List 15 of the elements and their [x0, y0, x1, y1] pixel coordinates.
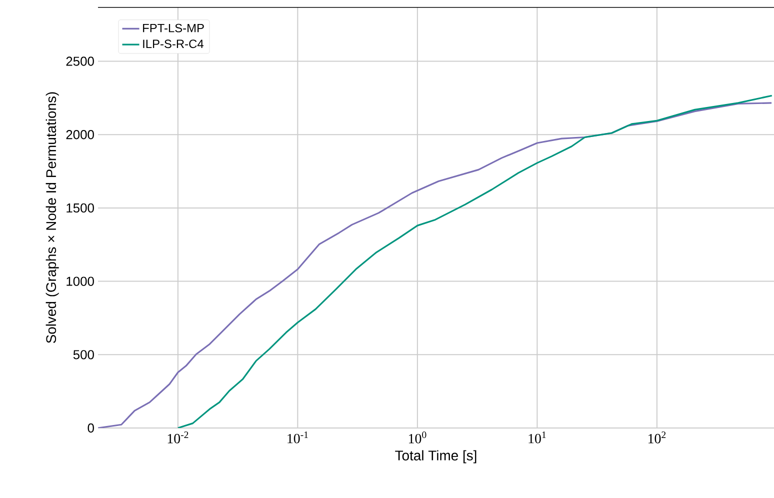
y-tick-label: 0	[88, 423, 94, 433]
y-tick-label: 1000	[66, 276, 94, 286]
x-tick-label: 10$^{-1}$	[288, 432, 308, 444]
x-tick-label: 10$^{1}$	[528, 432, 546, 444]
x-tick-label: 10$^{-2}$	[168, 432, 188, 444]
y-tick-label: 1500	[66, 203, 94, 213]
y-tick-label: 2500	[66, 56, 94, 66]
x-axis-title: Total Time [s]	[395, 450, 476, 464]
y-axis-title: Solved (Graphs × Node Id Permutations)	[46, 92, 59, 344]
y-tick-label: 2000	[66, 130, 94, 140]
legend-label: ILP-S-R-C4	[143, 40, 204, 48]
legend-label: FPT-LS-MP	[143, 24, 204, 32]
x-tick-label: 10$^{2}$	[648, 432, 666, 444]
y-tick-label: 500	[73, 350, 94, 360]
x-tick-label: 10$^{0}$	[408, 432, 426, 444]
